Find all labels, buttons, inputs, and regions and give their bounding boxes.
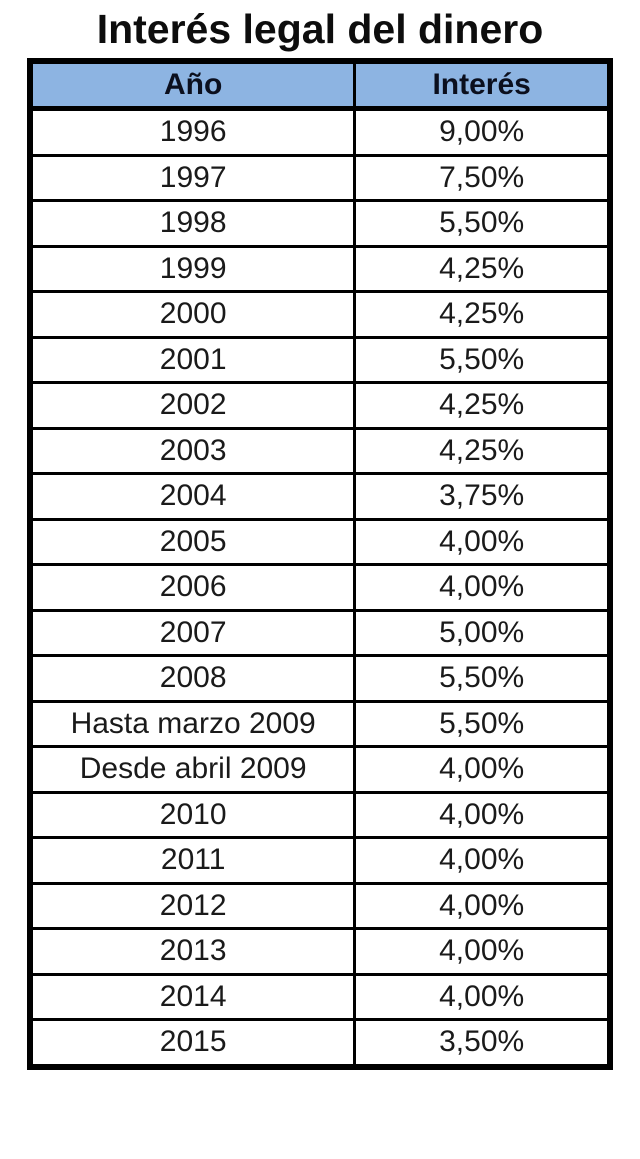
table-row: 2008 5,50% <box>28 654 612 703</box>
year-cell: 2006 <box>28 563 357 612</box>
year-cell: 2007 <box>28 608 357 657</box>
rate-cell: 4,00% <box>353 881 612 930</box>
page-title: Interés legal del dinero <box>96 6 544 52</box>
rate-cell: 4,00% <box>353 517 612 566</box>
rate-cell: 4,25% <box>353 290 612 339</box>
year-cell: 2003 <box>28 426 357 475</box>
table-row: 1998 5,50% <box>28 199 612 248</box>
table-row: 1997 7,50% <box>28 153 612 202</box>
table-body: 1996 9,00% 1997 7,50% 1998 5,50% 1999 4,… <box>28 107 612 1068</box>
rate-cell: 9,00% <box>353 107 612 157</box>
rate-cell: 4,25% <box>353 244 612 293</box>
table-row: 2005 4,00% <box>28 517 612 566</box>
rate-cell: 5,00% <box>353 608 612 657</box>
column-header-year: Año <box>28 59 357 111</box>
rate-cell: 3,50% <box>353 1018 612 1068</box>
table-row: 2014 4,00% <box>28 972 612 1021</box>
rate-cell: 4,00% <box>353 790 612 839</box>
year-cell: 2012 <box>28 881 357 930</box>
rate-cell: 5,50% <box>353 654 612 703</box>
year-cell: 2015 <box>28 1018 357 1068</box>
year-cell: 2013 <box>28 927 357 976</box>
rate-cell: 5,50% <box>353 335 612 384</box>
rate-cell: 4,00% <box>353 745 612 794</box>
year-cell: 2002 <box>28 381 357 430</box>
year-cell: 2014 <box>28 972 357 1021</box>
rate-cell: 4,00% <box>353 836 612 885</box>
table-row: 2007 5,00% <box>28 608 612 657</box>
table-row: Desde abril 2009 4,00% <box>28 745 612 794</box>
table-row: Hasta marzo 2009 5,50% <box>28 699 612 748</box>
table-row: 2013 4,00% <box>28 927 612 976</box>
table-row: 2015 3,50% <box>28 1018 612 1068</box>
table-row: 2011 4,00% <box>28 836 612 885</box>
year-cell: 2001 <box>28 335 357 384</box>
year-cell: 1999 <box>28 244 357 293</box>
rate-cell: 4,00% <box>353 972 612 1021</box>
year-cell: 1996 <box>28 107 357 157</box>
year-cell: 1997 <box>28 153 357 202</box>
rate-cell: 4,00% <box>353 563 612 612</box>
table-row: 1999 4,25% <box>28 244 612 293</box>
table-row: 2004 3,75% <box>28 472 612 521</box>
year-cell: 2008 <box>28 654 357 703</box>
table-row: 2010 4,00% <box>28 790 612 839</box>
header-row: Año Interés <box>28 59 612 111</box>
year-cell: 2010 <box>28 790 357 839</box>
table-row: 2003 4,25% <box>28 426 612 475</box>
table-row: 2000 4,25% <box>28 290 612 339</box>
year-cell: Desde abril 2009 <box>28 745 357 794</box>
table-row: 2012 4,00% <box>28 881 612 930</box>
rate-cell: 4,25% <box>353 426 612 475</box>
year-cell: 2004 <box>28 472 357 521</box>
year-cell: Hasta marzo 2009 <box>28 699 357 748</box>
rate-cell: 3,75% <box>353 472 612 521</box>
table-row: 2006 4,00% <box>28 563 612 612</box>
table-row: 2002 4,25% <box>28 381 612 430</box>
table-row: 2001 5,50% <box>28 335 612 384</box>
table-header: Año Interés <box>28 59 612 111</box>
column-header-interest: Interés <box>353 59 612 111</box>
year-cell: 2005 <box>28 517 357 566</box>
rate-cell: 5,50% <box>353 199 612 248</box>
rate-cell: 4,25% <box>353 381 612 430</box>
rate-cell: 5,50% <box>353 699 612 748</box>
rate-cell: 4,00% <box>353 927 612 976</box>
year-cell: 2011 <box>28 836 357 885</box>
interest-rate-table: Año Interés 1996 9,00% 1997 7,50% 1998 5… <box>27 58 613 1070</box>
year-cell: 1998 <box>28 199 357 248</box>
table-row: 1996 9,00% <box>28 107 612 157</box>
rate-cell: 7,50% <box>353 153 612 202</box>
year-cell: 2000 <box>28 290 357 339</box>
